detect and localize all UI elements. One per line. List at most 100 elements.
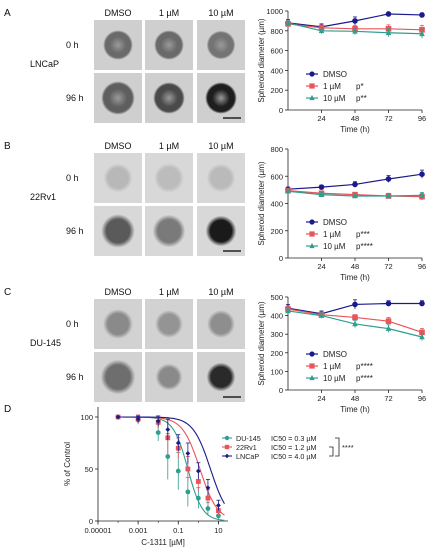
y-tick-label: 800 <box>270 145 283 154</box>
data-point <box>185 451 191 456</box>
legend-marker <box>309 219 315 225</box>
y-tick-label: 0 <box>279 106 283 115</box>
legend-label: LNCaP <box>236 452 259 461</box>
y-tick-label: 400 <box>270 312 283 321</box>
significance-label: p** <box>356 94 367 103</box>
data-point <box>385 176 392 182</box>
spheroid <box>206 163 236 193</box>
x-tick-label: 48 <box>351 394 359 403</box>
significance-label: p**** <box>356 374 373 383</box>
significance-label: p*** <box>356 230 370 239</box>
condition-header: DMSO <box>105 8 132 18</box>
spheroid <box>100 359 136 395</box>
spheroid <box>103 163 133 193</box>
data-point <box>155 430 161 435</box>
legend-marker <box>309 94 315 101</box>
cell-line-label: DU-145 <box>30 338 61 348</box>
legend-label: 1 µM <box>323 230 341 239</box>
x-tick-label: 24 <box>317 262 325 271</box>
y-tick-label: 600 <box>270 47 283 56</box>
data-point <box>185 466 191 472</box>
timepoint-label: 0 h <box>66 40 79 50</box>
data-point <box>205 495 211 501</box>
data-point <box>216 503 221 508</box>
data-point <box>318 184 325 190</box>
spheroid <box>103 30 133 60</box>
data-point <box>205 485 211 491</box>
series-um10 <box>285 19 425 39</box>
x-tick-label: 48 <box>351 114 359 123</box>
y-tick-label: 200 <box>270 86 283 95</box>
y-tick-label: 0 <box>279 254 283 263</box>
data-point <box>352 18 358 24</box>
dose-response-chart: D 0 50 100 0.00001 0.001 0.1 10 C-1311 [µM] % of … <box>4 404 354 547</box>
data-point <box>115 414 121 420</box>
y-tick-label: 600 <box>270 172 283 181</box>
x-axis-label: Time (h) <box>340 125 370 134</box>
data-point <box>195 479 201 484</box>
x-tick-label: 72 <box>384 394 392 403</box>
time-course-chart-c: 0 100 200 300 400 500 24 48 72 96 Time (h) Spheroid… <box>257 293 426 414</box>
legend-marker <box>309 242 315 249</box>
series-dmso <box>285 169 425 192</box>
legend-marker <box>309 83 315 89</box>
timepoint-label: 0 h <box>66 173 79 183</box>
condition-header: 1 µM <box>159 141 179 151</box>
x-tick-label: 48 <box>351 262 359 271</box>
legend-label: 1 µM <box>323 82 341 91</box>
x-tick-label: 72 <box>384 262 392 271</box>
data-point <box>419 171 425 178</box>
x-tick-label: 96 <box>418 262 426 271</box>
significance-bracket <box>335 437 340 457</box>
panel-a-images: A LNCaP DMSO 1 µM 10 µM 0 h 96 h <box>4 8 245 123</box>
data-point <box>155 418 161 424</box>
spheroid <box>155 310 183 338</box>
y-axis-label: Spheroid diameter (µm) <box>257 161 266 246</box>
data-point <box>285 19 291 26</box>
condition-header: DMSO <box>105 141 132 151</box>
panel-b-images: B 22Rv1 DMSO 1 µM 10 µM 0 h 96 h <box>4 141 245 256</box>
y-tick-label: 1000 <box>266 7 283 16</box>
spheroid <box>101 214 135 248</box>
panel-letter: D <box>4 404 11 415</box>
y-tick-label: 800 <box>270 27 283 36</box>
condition-header: DMSO <box>105 287 132 297</box>
data-point <box>385 11 392 17</box>
data-point <box>175 440 181 446</box>
data-point <box>318 27 325 34</box>
data-point <box>385 300 392 307</box>
data-point <box>419 333 425 340</box>
y-tick-label: 0 <box>89 517 93 526</box>
data-point <box>195 468 201 474</box>
legend-marker <box>224 444 230 450</box>
data-point <box>385 318 392 324</box>
data-point <box>419 30 425 37</box>
spheroid <box>103 309 133 339</box>
spheroid <box>207 310 235 338</box>
legend-label: DMSO <box>323 218 347 227</box>
legend-marker <box>309 351 315 357</box>
legend-label: 10 µM <box>323 94 346 103</box>
y-tick-label: 50 <box>85 465 93 474</box>
legend-label: 22Rv1 <box>236 443 257 452</box>
data-point <box>352 320 358 327</box>
cell-line-label: 22Rv1 <box>30 192 56 202</box>
legend-marker <box>309 231 315 237</box>
x-tick-label: 96 <box>418 114 426 123</box>
cell-line-label: LNCaP <box>30 59 59 69</box>
legend-label: DMSO <box>323 70 347 79</box>
y-axis-label: Spheroid diameter (µm) <box>257 18 266 103</box>
data-point <box>385 192 392 199</box>
series-um10 <box>285 187 425 199</box>
data-point <box>352 181 358 188</box>
data-point <box>285 307 291 314</box>
y-tick-label: 400 <box>270 66 283 75</box>
data-point <box>285 187 291 194</box>
timepoint-label: 96 h <box>66 372 84 382</box>
y-tick-label: 100 <box>80 413 93 422</box>
data-point <box>135 416 141 422</box>
x-tick-label: 10 <box>214 526 222 535</box>
x-tick-label: 0.001 <box>129 526 148 535</box>
y-tick-label: 0 <box>279 386 283 395</box>
